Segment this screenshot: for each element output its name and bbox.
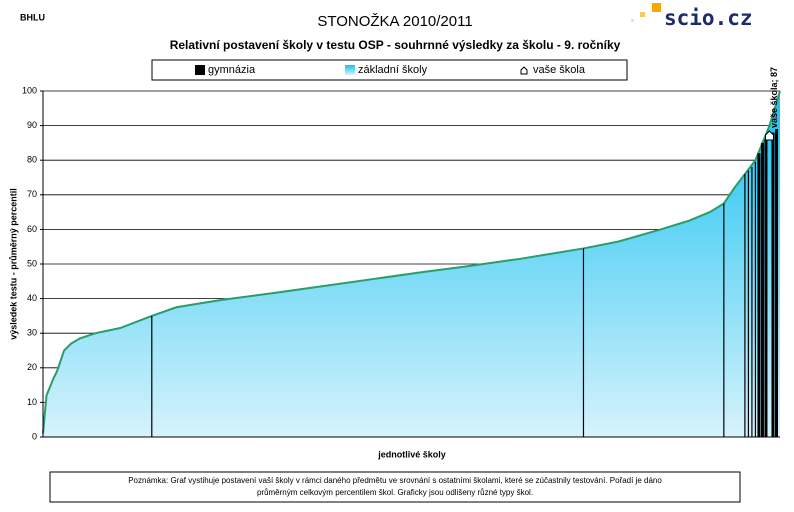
legend-swatch — [520, 66, 528, 75]
y-tick-label: 100 — [22, 85, 37, 95]
y-tick-label: 0 — [32, 431, 37, 441]
logo-square — [652, 3, 661, 12]
legend-box — [151, 59, 628, 81]
y-tick-label: 50 — [27, 258, 37, 268]
area — [43, 91, 780, 437]
bar — [754, 161, 757, 437]
y-tick-label: 60 — [27, 224, 37, 234]
legend-label: vaše škola — [533, 64, 586, 76]
bar — [151, 315, 153, 437]
y-tick-label: 10 — [27, 397, 37, 407]
y-tick-label: 90 — [27, 120, 37, 130]
bar — [757, 153, 761, 437]
note-line: průměrným celkovým percentilem škol. Gra… — [257, 488, 533, 497]
y-tick-label: 80 — [27, 155, 37, 165]
data-label: vaše škola; 87 — [769, 67, 779, 128]
x-axis-label: jednotlivé školy — [377, 449, 446, 459]
bar — [723, 203, 725, 437]
bar — [760, 142, 764, 437]
note-box — [49, 471, 741, 503]
bar — [771, 132, 775, 437]
logo-square — [631, 19, 634, 22]
y-tick-label: 70 — [27, 189, 37, 199]
legend-swatch — [345, 65, 355, 75]
bar — [774, 129, 778, 437]
legend-swatch — [195, 65, 205, 75]
bar — [764, 139, 768, 437]
y-tick-label: 30 — [27, 328, 37, 338]
bar — [744, 174, 746, 438]
chart-title: STONOŽKA 2010/2011 — [317, 13, 472, 30]
logo-text: scio.cz — [664, 6, 753, 30]
logo-square — [640, 12, 645, 17]
y-tick-label: 40 — [27, 293, 37, 303]
note-line: Poznámka: Graf vystihuje postavení vaší … — [128, 476, 662, 485]
area-line — [42, 90, 781, 434]
legend-label: základní školy — [358, 64, 428, 76]
y-axis-label: výsledek testu - průměrný percentil — [8, 188, 18, 340]
bar — [747, 170, 750, 437]
y-tick-label: 20 — [27, 362, 37, 372]
logo: scio.cz — [631, 3, 753, 30]
bar — [582, 248, 585, 437]
header-code: BHLU — [20, 12, 45, 22]
marker — [764, 130, 774, 141]
chart-subtitle: Relativní postavení školy v testu OSP - … — [170, 38, 621, 52]
legend-label: gymnázia — [208, 64, 256, 76]
bar — [751, 167, 753, 437]
